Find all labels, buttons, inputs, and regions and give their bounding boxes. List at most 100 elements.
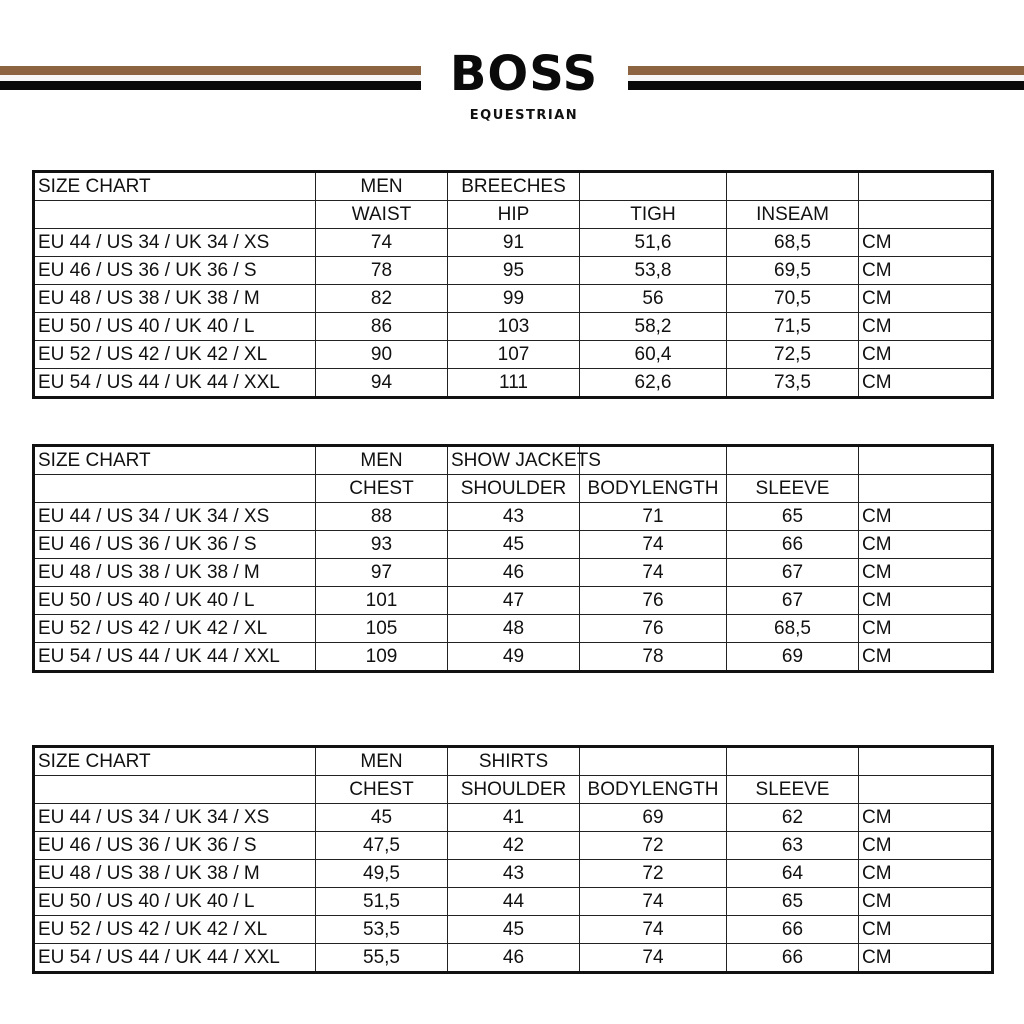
header-row: CHEST SHOULDER BODYLENGTH SLEEVE: [33, 474, 993, 503]
size-label: EU 54 / US 44 / UK 44 / XXL: [33, 943, 316, 973]
measurement-cell: 66: [726, 915, 859, 944]
table-row: EU 50 / US 40 / UK 40 / L 101 47 76 67 CM: [33, 586, 993, 615]
size-chart-show-jackets: SIZE CHART MEN SHOW JACKETS CHEST SHOULDER BO…: [32, 444, 994, 673]
category-label: SHIRTS: [447, 746, 580, 776]
column-header: BODYLENGTH: [579, 775, 727, 804]
measurement-cell: 73,5: [726, 368, 859, 398]
column-header: HIP: [447, 200, 580, 229]
title-row: SIZE CHART MEN SHIRTS: [33, 746, 993, 776]
empty-cell: [858, 445, 993, 475]
measurement-cell: 88: [315, 502, 448, 531]
size-label: EU 54 / US 44 / UK 44 / XXL: [33, 368, 316, 398]
empty-cell: [33, 200, 316, 229]
column-header: SLEEVE: [726, 474, 859, 503]
unit-label: CM: [858, 256, 993, 285]
measurement-cell: 72,5: [726, 340, 859, 369]
header-row: CHEST SHOULDER BODYLENGTH SLEEVE: [33, 775, 993, 804]
brand-subtitle: EQUESTRIAN: [469, 108, 579, 123]
unit-label: CM: [858, 614, 993, 643]
measurement-cell: 71,5: [726, 312, 859, 341]
measurement-cell: 62: [726, 803, 859, 832]
measurement-cell: 45: [447, 530, 580, 559]
empty-cell: [858, 200, 993, 229]
size-label: EU 50 / US 40 / UK 40 / L: [33, 887, 316, 916]
measurement-cell: 90: [315, 340, 448, 369]
column-header: TIGH: [579, 200, 727, 229]
measurement-cell: 45: [315, 803, 448, 832]
measurement-cell: 65: [726, 887, 859, 916]
measurement-cell: 82: [315, 284, 448, 313]
unit-label: CM: [858, 586, 993, 615]
measurement-cell: 65: [726, 502, 859, 531]
measurement-cell: 74: [579, 530, 727, 559]
gender-label: MEN: [315, 746, 448, 776]
measurement-cell: 72: [579, 859, 727, 888]
measurement-cell: 74: [579, 887, 727, 916]
empty-cell: [858, 775, 993, 804]
measurement-cell: 55,5: [315, 943, 448, 973]
unit-label: CM: [858, 340, 993, 369]
measurement-cell: 47,5: [315, 831, 448, 860]
unit-label: CM: [858, 502, 993, 531]
column-header: WAIST: [315, 200, 448, 229]
unit-label: CM: [858, 943, 993, 973]
measurement-cell: 68,5: [726, 614, 859, 643]
table-row: EU 54 / US 44 / UK 44 / XXL 55,5 46 74 66 CM: [33, 943, 993, 973]
unit-label: CM: [858, 915, 993, 944]
unit-label: CM: [858, 887, 993, 916]
measurement-cell: 78: [579, 642, 727, 672]
category-label: BREECHES: [447, 171, 580, 201]
measurement-cell: 94: [315, 368, 448, 398]
measurement-cell: 56: [579, 284, 727, 313]
unit-label: CM: [858, 312, 993, 341]
measurement-cell: 99: [447, 284, 580, 313]
size-label: EU 48 / US 38 / UK 38 / M: [33, 859, 316, 888]
measurement-cell: 60,4: [579, 340, 727, 369]
measurement-cell: 93: [315, 530, 448, 559]
measurement-cell: 43: [447, 502, 580, 531]
measurement-cell: 76: [579, 586, 727, 615]
chart-title: SIZE CHART: [33, 171, 316, 201]
measurement-cell: 47: [447, 586, 580, 615]
column-header: CHEST: [315, 775, 448, 804]
table-row: EU 46 / US 36 / UK 36 / S 93 45 74 66 CM: [33, 530, 993, 559]
measurement-cell: 72: [579, 831, 727, 860]
measurement-cell: 44: [447, 887, 580, 916]
table-row: EU 48 / US 38 / UK 38 / M 82 99 56 70,5 CM: [33, 284, 993, 313]
empty-cell: [579, 746, 727, 776]
table-row: EU 46 / US 36 / UK 36 / S 78 95 53,8 69,5 CM: [33, 256, 993, 285]
measurement-cell: 74: [315, 228, 448, 257]
column-header: SHOULDER: [447, 474, 580, 503]
size-label: EU 54 / US 44 / UK 44 / XXL: [33, 642, 316, 672]
measurement-cell: 76: [579, 614, 727, 643]
empty-cell: [858, 171, 993, 201]
measurement-cell: 46: [447, 558, 580, 587]
size-label: EU 52 / US 42 / UK 42 / XL: [33, 915, 316, 944]
table-row: EU 54 / US 44 / UK 44 / XXL 94 111 62,6 73,5…: [33, 368, 993, 398]
unit-label: CM: [858, 558, 993, 587]
size-label: EU 52 / US 42 / UK 42 / XL: [33, 340, 316, 369]
measurement-cell: 97: [315, 558, 448, 587]
table-row: EU 48 / US 38 / UK 38 / M 97 46 74 67 CM: [33, 558, 993, 587]
column-header: SLEEVE: [726, 775, 859, 804]
column-header: CHEST: [315, 474, 448, 503]
measurement-cell: 78: [315, 256, 448, 285]
size-label: EU 48 / US 38 / UK 38 / M: [33, 284, 316, 313]
measurement-cell: 69: [579, 803, 727, 832]
measurement-cell: 68,5: [726, 228, 859, 257]
unit-label: CM: [858, 859, 993, 888]
chart-title: SIZE CHART: [33, 445, 316, 475]
measurement-cell: 71: [579, 502, 727, 531]
empty-cell: [858, 474, 993, 503]
brand-logo: BOSS: [449, 46, 599, 102]
table-row: EU 44 / US 34 / UK 34 / XS 88 43 71 65 CM: [33, 502, 993, 531]
empty-cell: [579, 171, 727, 201]
measurement-cell: 64: [726, 859, 859, 888]
measurement-cell: 69: [726, 642, 859, 672]
measurement-cell: 66: [726, 943, 859, 973]
measurement-cell: 111: [447, 368, 580, 398]
empty-cell: [726, 171, 859, 201]
title-row: SIZE CHART MEN SHOW JACKETS: [33, 445, 993, 475]
table-row: EU 50 / US 40 / UK 40 / L 51,5 44 74 65 CM: [33, 887, 993, 916]
brand-stripe-left: [0, 66, 421, 94]
